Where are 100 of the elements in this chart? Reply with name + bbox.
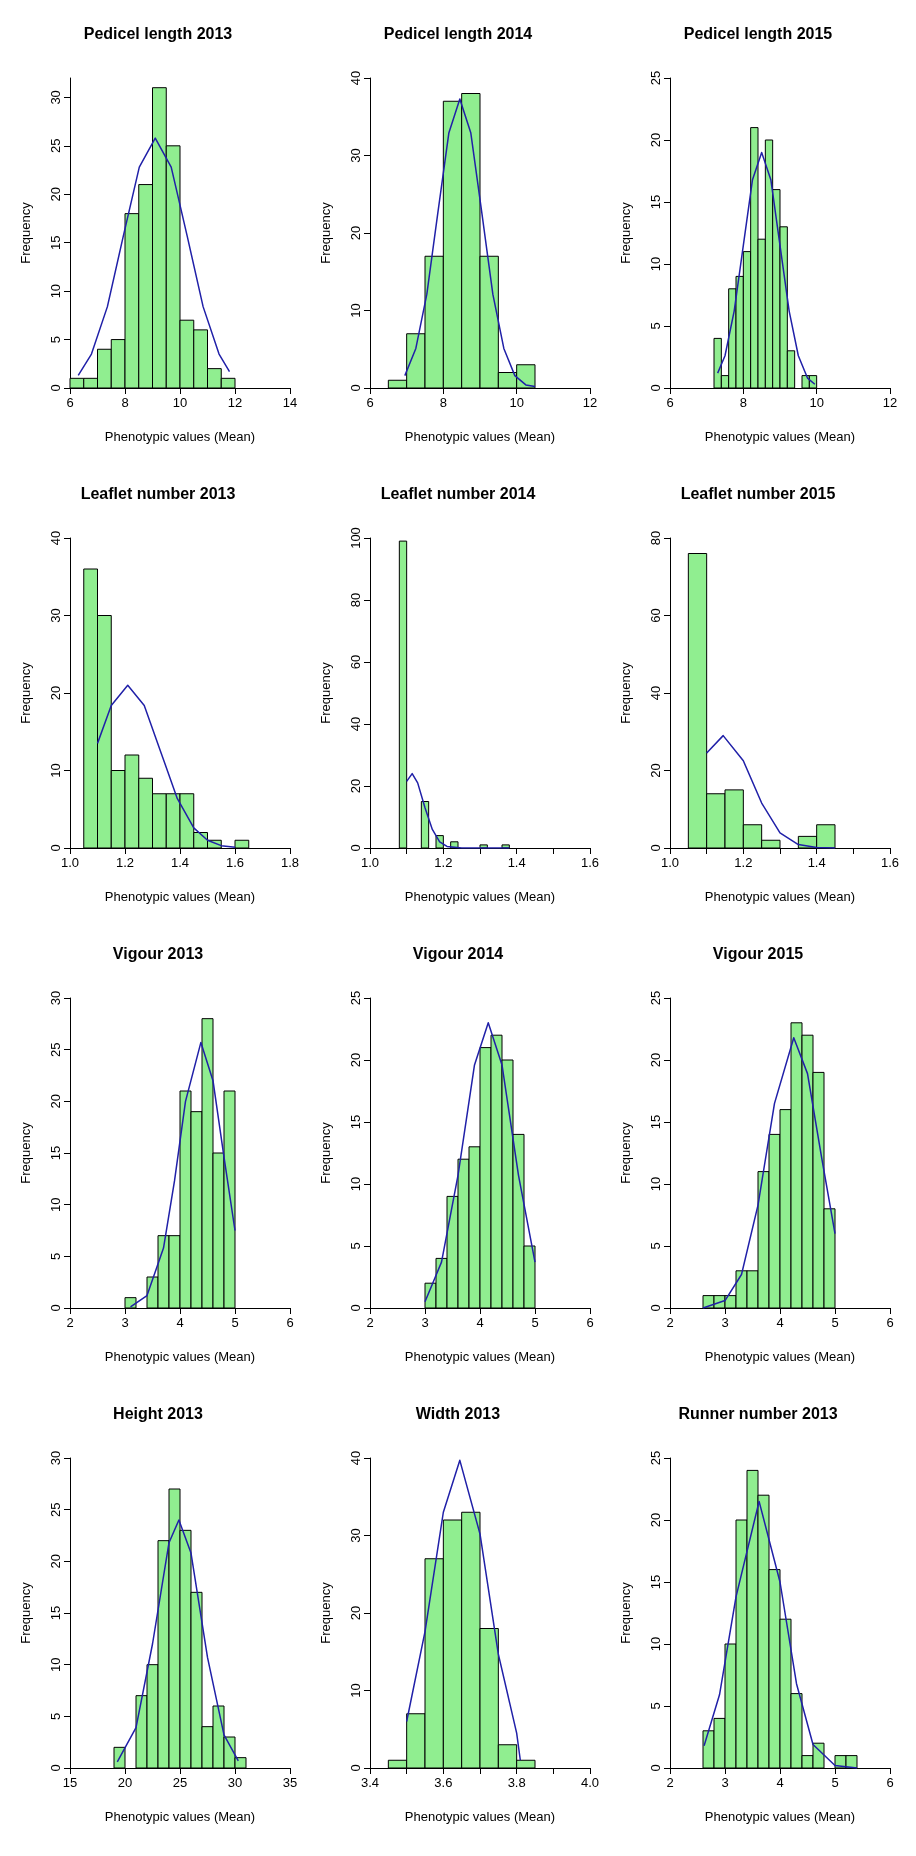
y-tick-label: 60 <box>348 654 363 670</box>
chart-title: Pedicel length 2014 <box>383 24 533 42</box>
x-tick-label: 6 <box>886 1775 894 1790</box>
x-tick-label: 6 <box>586 1315 594 1330</box>
y-tick-label: 0 <box>48 1764 63 1772</box>
x-tick-label: 3 <box>721 1315 729 1330</box>
y-tick-label: 10 <box>48 763 63 778</box>
x-tick-label: 30 <box>227 1775 243 1790</box>
x-tick-label: 3.4 <box>360 1775 380 1790</box>
x-tick-label: 2 <box>66 1315 74 1330</box>
x-axis-title: Phenotypic values (Mean) <box>104 889 256 904</box>
x-tick-label: 1.2 <box>734 855 753 870</box>
y-axis-title: Frequency <box>318 1121 333 1184</box>
x-tick-label: 3.6 <box>434 1775 453 1790</box>
x-tick-label: 3 <box>721 1775 729 1790</box>
y-tick-label: 30 <box>348 1528 363 1543</box>
chart-title: Leaflet number 2014 <box>380 484 536 502</box>
x-tick-label: 1.0 <box>360 855 380 870</box>
x-tick-label: 3.8 <box>507 1775 526 1790</box>
y-tick-label: 10 <box>648 1636 663 1652</box>
x-axis-title: Phenotypic values (Mean) <box>404 1349 556 1364</box>
y-tick-label: 30 <box>48 1450 63 1466</box>
y-axis-title: Frequency <box>618 1121 633 1184</box>
x-tick-label: 5 <box>831 1315 839 1330</box>
chart-title: Leaflet number 2015 <box>680 484 836 502</box>
y-tick-label: 15 <box>48 1605 63 1621</box>
x-axis-title: Phenotypic values (Mean) <box>104 1349 256 1364</box>
x-tick-label: 1.4 <box>170 855 190 870</box>
y-tick-label: 20 <box>48 685 63 701</box>
line-series <box>705 734 836 849</box>
y-tick-label: 25 <box>348 990 363 1006</box>
y-tick-label: 20 <box>348 1052 363 1068</box>
y-tick-label: 80 <box>648 530 663 546</box>
x-axis-title: Phenotypic values (Mean) <box>404 889 556 904</box>
x-tick-label: 6 <box>886 1315 894 1330</box>
x-tick-label: 12 <box>582 395 598 410</box>
x-tick-label: 12 <box>227 395 243 410</box>
x-tick-label: 4 <box>776 1315 784 1330</box>
x-tick-label: 10 <box>172 395 188 410</box>
y-tick-label: 25 <box>48 1042 63 1057</box>
y-tick-label: 0 <box>648 1764 663 1772</box>
x-tick-label: 1.6 <box>580 855 600 870</box>
x-tick-label: 1.4 <box>807 855 826 870</box>
y-axis-title: Frequency <box>318 661 333 724</box>
y-tick-label: 0 <box>348 1764 363 1772</box>
x-tick-label: 2 <box>666 1775 674 1790</box>
y-tick-label: 80 <box>348 592 363 608</box>
line-series <box>716 151 816 386</box>
y-tick-label: 10 <box>48 1657 63 1672</box>
x-tick-label: 6 <box>66 395 74 410</box>
y-tick-label: 10 <box>348 1683 363 1698</box>
line-series <box>703 1500 858 1769</box>
chart-title: Width 2013 <box>415 1404 501 1422</box>
chart-title: Vigour 2013 <box>112 944 204 962</box>
x-tick-label: 8 <box>739 395 747 410</box>
y-tick-label: 5 <box>48 1252 63 1260</box>
y-tick-label: 25 <box>48 138 63 154</box>
y-tick-label: 60 <box>648 608 663 623</box>
x-axis-title: Phenotypic values (Mean) <box>704 1349 856 1364</box>
y-tick-label: 100 <box>348 527 363 549</box>
y-tick-label: 0 <box>348 1304 363 1312</box>
x-tick-label: 4 <box>476 1315 484 1330</box>
x-tick-label: 4.0 <box>580 1775 600 1790</box>
y-tick-label: 15 <box>648 1114 663 1130</box>
y-tick-label: 0 <box>48 1304 63 1312</box>
x-tick-label: 1.4 <box>507 855 526 870</box>
x-tick-label: 6 <box>286 1315 294 1330</box>
x-tick-label: 5 <box>231 1315 239 1330</box>
y-tick-label: 15 <box>48 1145 63 1161</box>
chart-title: Vigour 2015 <box>712 944 804 962</box>
y-tick-label: 30 <box>48 990 63 1006</box>
y-axis-title: Frequency <box>18 201 33 264</box>
chart-title: Pedicel length 2015 <box>683 24 833 42</box>
x-tick-label: 1.0 <box>660 855 680 870</box>
y-tick-label: 5 <box>48 1712 63 1720</box>
x-tick-label: 8 <box>439 395 447 410</box>
x-tick-label: 2 <box>366 1315 374 1330</box>
y-tick-label: 25 <box>648 70 663 86</box>
y-tick-label: 0 <box>648 384 663 392</box>
y-tick-label: 0 <box>348 384 363 392</box>
y-axis-title: Frequency <box>618 1581 633 1644</box>
x-tick-label: 1.0 <box>60 855 80 870</box>
y-tick-label: 20 <box>648 1052 663 1068</box>
y-tick-label: 20 <box>48 1094 63 1109</box>
y-tick-label: 40 <box>48 530 63 546</box>
x-tick-label: 1.2 <box>115 855 135 870</box>
y-tick-label: 20 <box>348 225 363 241</box>
y-tick-label: 10 <box>348 1176 363 1192</box>
y-tick-label: 5 <box>648 1702 663 1710</box>
x-tick-label: 1.6 <box>225 855 245 870</box>
chart-title: Pedicel length 2013 <box>83 24 233 42</box>
y-axis-title: Frequency <box>618 661 633 724</box>
y-tick-label: 20 <box>648 763 663 778</box>
line-series <box>405 772 511 849</box>
y-tick-label: 20 <box>48 187 63 202</box>
x-tick-label: 6 <box>666 395 674 410</box>
y-tick-label: 0 <box>348 844 363 852</box>
y-tick-label: 30 <box>348 148 363 163</box>
y-tick-label: 0 <box>48 844 63 852</box>
y-tick-label: 20 <box>48 1554 63 1569</box>
